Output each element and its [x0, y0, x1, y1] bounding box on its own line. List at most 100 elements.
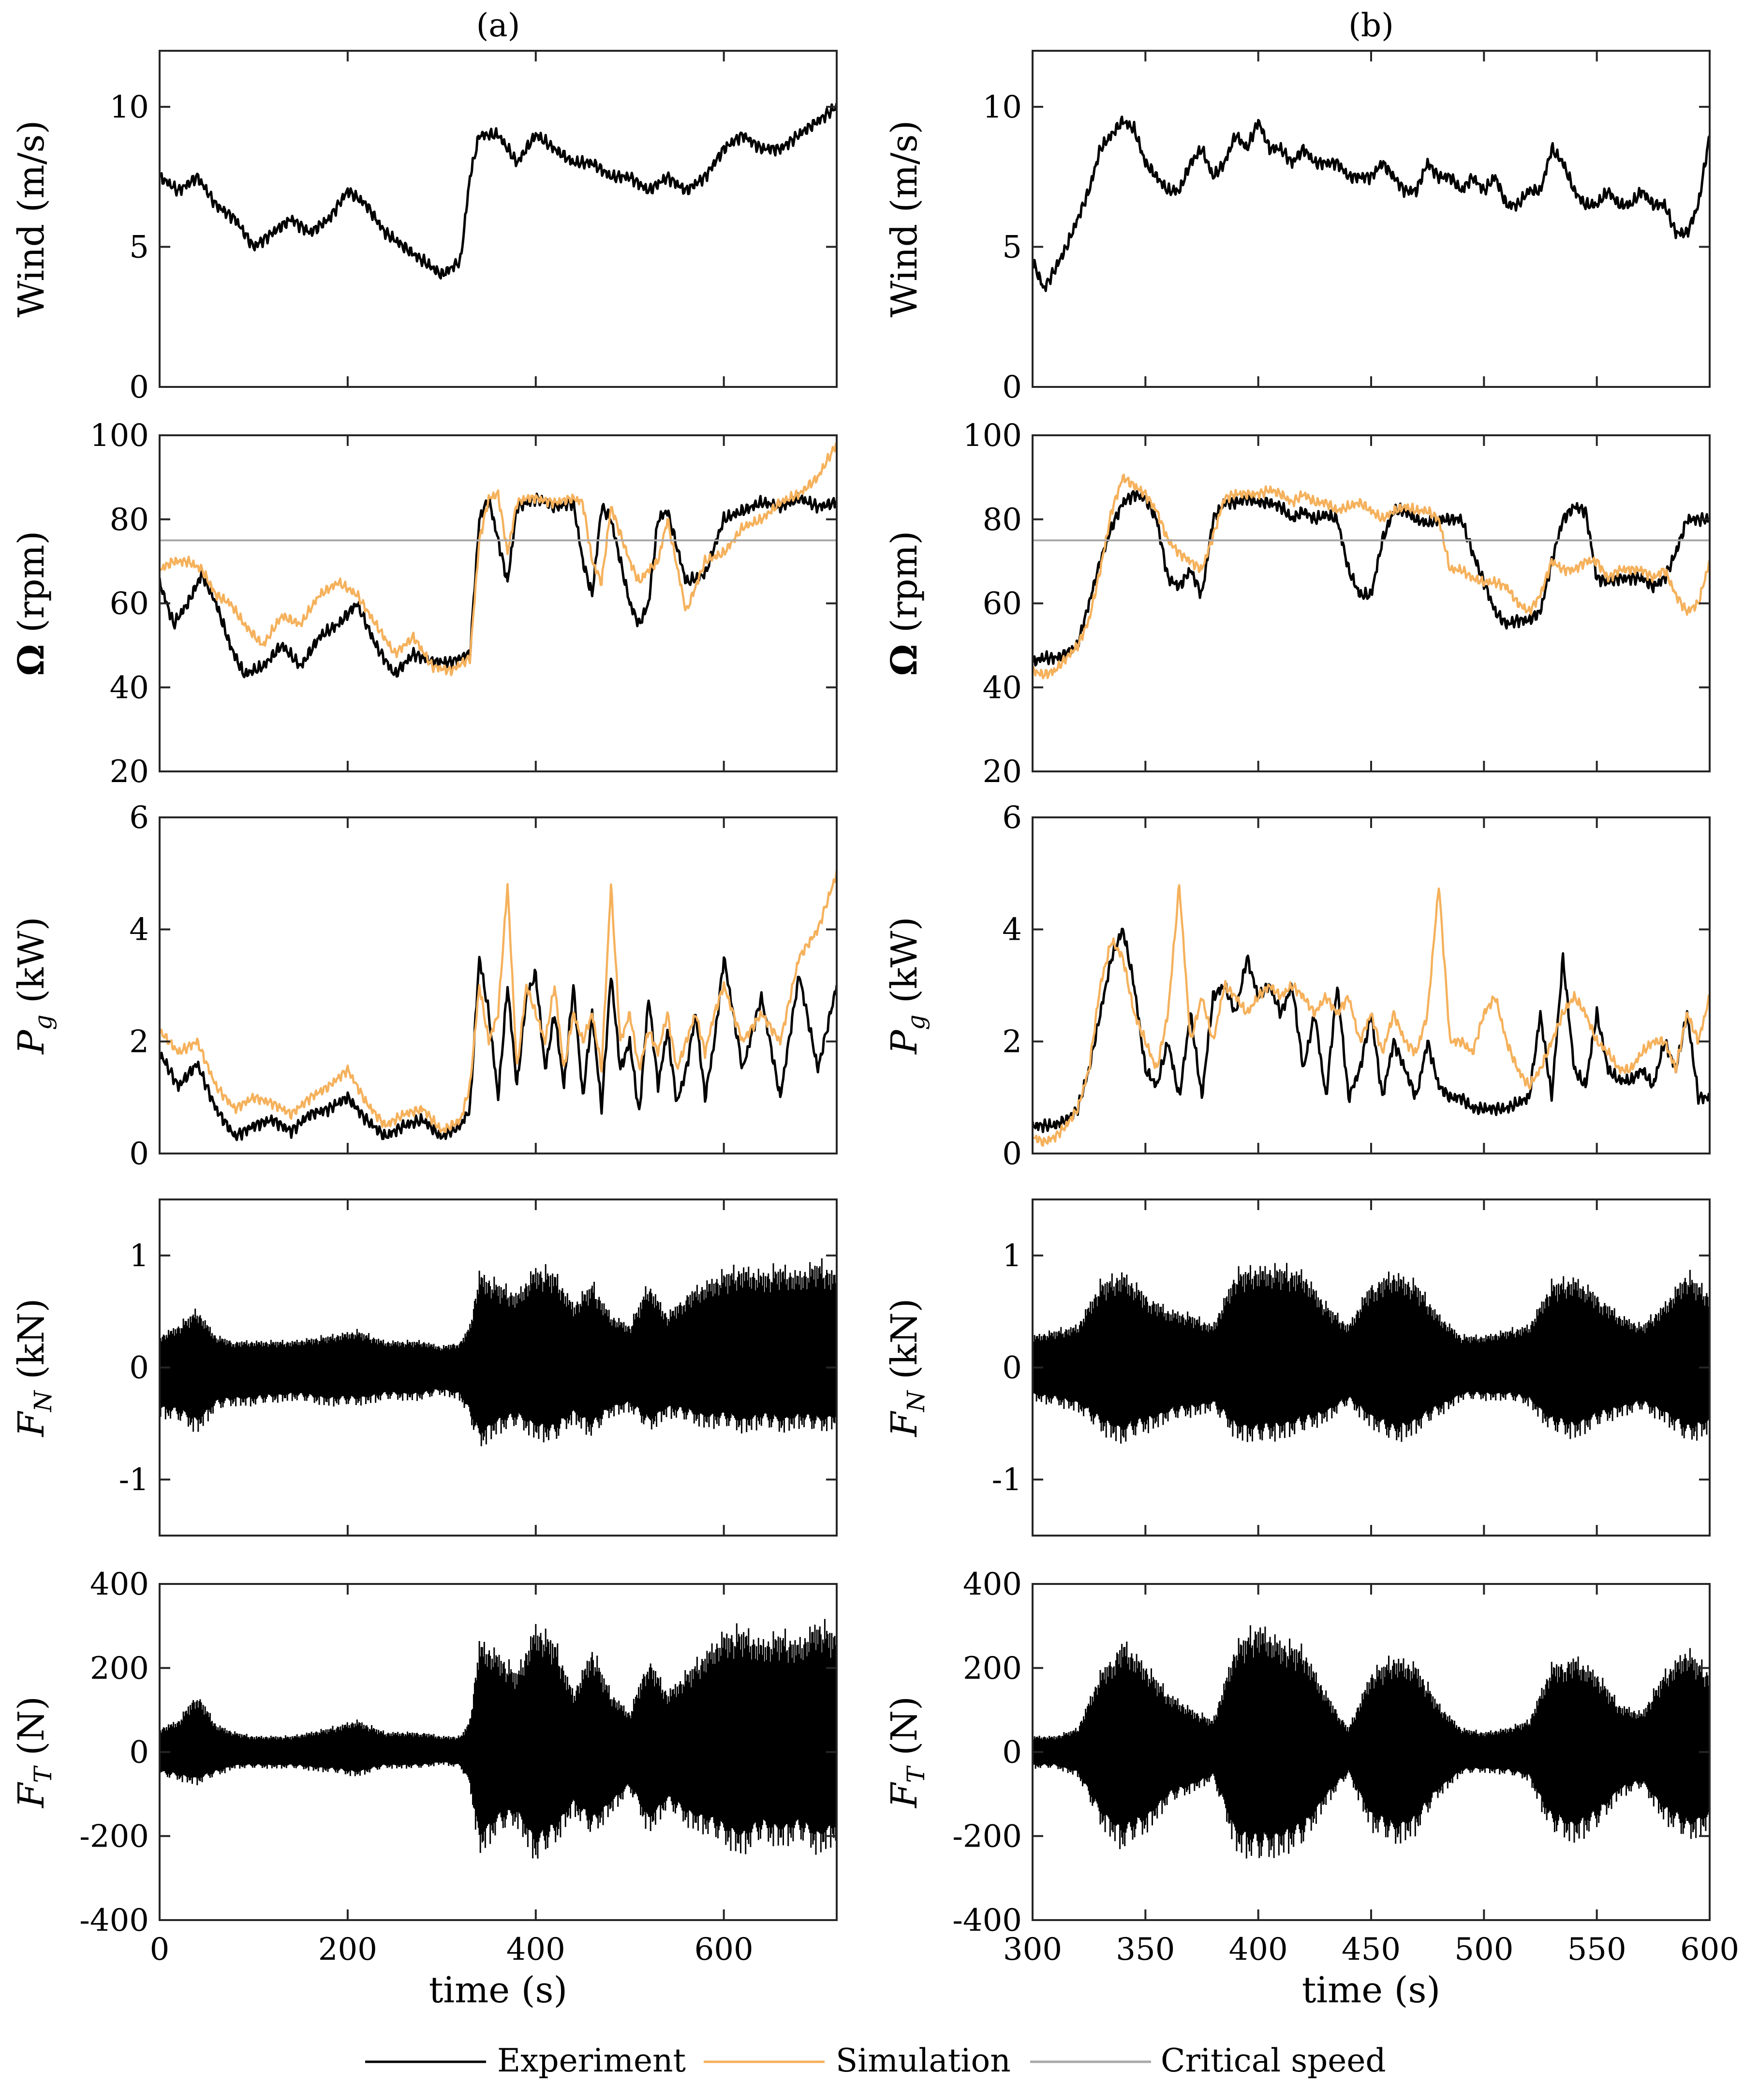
- y-tick-label: -1: [992, 1462, 1022, 1498]
- x-tick-label: 350: [1116, 1932, 1175, 1967]
- y-axis-label: FT (N): [11, 1696, 57, 1809]
- x-tick-label: 500: [1454, 1932, 1513, 1967]
- y-tick-label: 80: [983, 502, 1022, 538]
- axes-frame: [159, 816, 838, 1154]
- plot-area: [160, 870, 837, 1141]
- y-tick-label: 100: [963, 418, 1022, 454]
- panel-a-normal_force: -1 0 1 FN (kN): [11, 1198, 838, 1537]
- y-axis-label: FN (kN): [11, 1299, 57, 1438]
- y-tick-label: 100: [90, 418, 149, 454]
- x-axis-label: time (s): [429, 1969, 568, 2011]
- y-tick-label: 0: [1002, 1350, 1022, 1386]
- series-experiment-envelope: [1033, 1263, 1710, 1444]
- panel-b-omega: 20 40 60 80 100 Ω (rpm): [884, 418, 1711, 790]
- plot-area: [160, 1258, 837, 1447]
- y-tick-label: 5: [1002, 229, 1022, 265]
- y-tick-label: 80: [110, 502, 149, 538]
- y-axis-label: FT (N): [884, 1696, 930, 1809]
- y-tick-label: 2: [129, 1024, 149, 1060]
- y-tick-label: -200: [952, 1819, 1022, 1854]
- x-tick-label: 600: [1680, 1932, 1739, 1967]
- series-simulation-line: [1033, 884, 1710, 1147]
- series-experiment-envelope: [160, 1619, 837, 1859]
- series-experiment-envelope: [160, 1258, 837, 1447]
- y-tick-label: -200: [79, 1819, 149, 1854]
- series-simulation-line: [1033, 473, 1710, 680]
- y-tick-label: 0: [1002, 370, 1022, 405]
- x-tick-label: 600: [695, 1932, 754, 1967]
- y-tick-label: 6: [1002, 800, 1022, 836]
- legend-label: Experiment: [497, 2042, 686, 2079]
- legend-item-critical: Critical speed: [1030, 2042, 1386, 2079]
- y-tick-label: 0: [129, 1136, 149, 1172]
- panel-b-normal_force: -1 0 1 FN (kN): [884, 1198, 1711, 1537]
- y-tick-label: 20: [983, 754, 1022, 790]
- legend-item-experiment: Experiment: [365, 2042, 686, 2079]
- y-tick-label: 0: [1002, 1735, 1022, 1771]
- panel-title: (a): [476, 7, 520, 44]
- panel-a-omega: 20 40 60 80 100 Ω (rpm): [11, 418, 838, 790]
- legend: Experiment Simulation Critical speed: [365, 2042, 1386, 2079]
- x-tick-label: 300: [1003, 1932, 1062, 1967]
- y-axis-label: Wind (m/s): [11, 120, 52, 318]
- y-tick-label: 200: [963, 1651, 1022, 1686]
- panel-a-wind: 0 5 10 (a) Wind (m/s): [11, 7, 838, 405]
- y-tick-label: -1: [119, 1462, 149, 1498]
- y-tick-label: 2: [1002, 1024, 1022, 1060]
- panel-b-power: 0 2 4 6 Pg (kW): [884, 800, 1711, 1172]
- series-experiment-line: [1033, 115, 1710, 292]
- y-axis-label: FN (kN): [884, 1299, 930, 1438]
- plot-area: [1033, 1625, 1710, 1859]
- y-tick-label: 400: [90, 1567, 149, 1602]
- axes-frame: [1032, 50, 1711, 388]
- y-tick-label: 0: [129, 1350, 149, 1386]
- series-experiment-line: [1033, 928, 1710, 1133]
- y-tick-label: 10: [983, 89, 1022, 125]
- y-tick-label: 0: [129, 370, 149, 405]
- series-simulation-line: [160, 442, 837, 677]
- series-simulation-line: [160, 870, 837, 1133]
- axes-frame: [159, 50, 838, 388]
- y-tick-label: 6: [129, 800, 149, 836]
- y-tick-label: -400: [952, 1903, 1022, 1938]
- y-tick-label: 40: [110, 670, 149, 706]
- x-tick-label: 550: [1567, 1932, 1626, 1967]
- x-tick-label: 400: [506, 1932, 565, 1967]
- legend-item-simulation: Simulation: [704, 2042, 1011, 2079]
- y-tick-label: 5: [129, 229, 149, 265]
- plot-area: [1033, 884, 1710, 1147]
- y-axis-label: Ω (rpm): [11, 531, 52, 676]
- series-experiment-line: [160, 956, 837, 1141]
- plot-area: [160, 103, 837, 280]
- y-axis-label: Ω (rpm): [884, 531, 925, 676]
- y-tick-label: 60: [983, 586, 1022, 622]
- y-tick-label: -400: [79, 1903, 149, 1938]
- y-tick-label: 0: [1002, 1136, 1022, 1172]
- plot-area: [1033, 473, 1710, 680]
- x-tick-label: 200: [318, 1932, 377, 1967]
- y-axis-label: Pg (kW): [884, 917, 930, 1055]
- y-tick-label: 10: [110, 89, 149, 125]
- plot-area: [1033, 1263, 1710, 1444]
- x-tick-label: 0: [150, 1932, 170, 1967]
- x-tick-label: 450: [1342, 1932, 1401, 1967]
- y-axis-label: Pg (kW): [11, 917, 57, 1055]
- y-axis-label: Wind (m/s): [884, 120, 925, 318]
- legend-label: Critical speed: [1161, 2042, 1386, 2079]
- y-tick-label: 200: [90, 1651, 149, 1686]
- x-tick-label: 400: [1229, 1932, 1288, 1967]
- y-tick-label: 20: [110, 754, 149, 790]
- series-experiment-line: [160, 103, 837, 280]
- y-tick-label: 400: [963, 1567, 1022, 1602]
- panel-a-power: 0 2 4 6 Pg (kW): [11, 800, 838, 1172]
- axes-frame: [159, 434, 838, 772]
- series-experiment-envelope: [1033, 1625, 1710, 1859]
- panel-a-tangential_force: -400 -200 0 200 400 0 200 400 600 time (s) FT (N): [11, 1567, 838, 2011]
- panel-title: (b): [1348, 7, 1394, 44]
- legend-label: Simulation: [836, 2042, 1011, 2079]
- panel-b-wind: 0 5 10 (b) Wind (m/s): [884, 7, 1711, 405]
- y-tick-label: 1: [1002, 1238, 1022, 1274]
- plot-area: [160, 442, 837, 679]
